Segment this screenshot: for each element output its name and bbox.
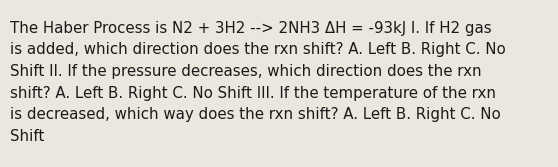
Text: The Haber Process is N2 + 3H2 --> 2NH3 ΔH = -93kJ I. If H2 gas
is added, which d: The Haber Process is N2 + 3H2 --> 2NH3 Δ… xyxy=(10,21,506,144)
